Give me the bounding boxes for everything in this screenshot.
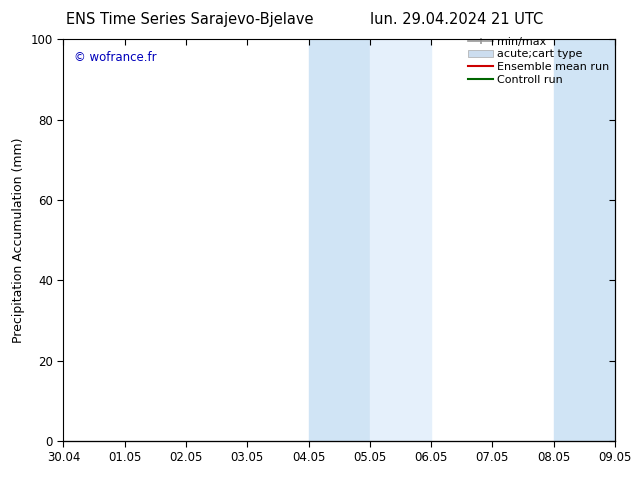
Bar: [553, 39, 615, 441]
Legend: min/max, acute;cart type, Ensemble mean run, Controll run: min/max, acute;cart type, Ensemble mean …: [469, 37, 609, 85]
Bar: [370, 39, 431, 441]
Text: lun. 29.04.2024 21 UTC: lun. 29.04.2024 21 UTC: [370, 12, 543, 27]
Text: ENS Time Series Sarajevo-Bjelave: ENS Time Series Sarajevo-Bjelave: [67, 12, 314, 27]
Bar: [309, 39, 370, 441]
Y-axis label: Precipitation Accumulation (mm): Precipitation Accumulation (mm): [12, 137, 25, 343]
Text: © wofrance.fr: © wofrance.fr: [74, 51, 157, 64]
